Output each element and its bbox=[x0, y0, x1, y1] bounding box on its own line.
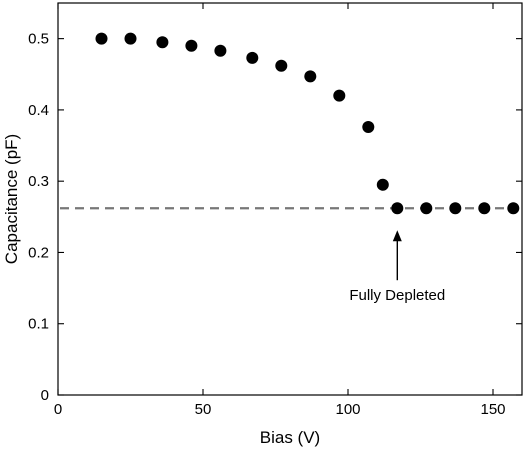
data-point bbox=[275, 59, 288, 72]
y-tick-label: 0.3 bbox=[28, 173, 49, 190]
data-point bbox=[304, 70, 317, 83]
data-point bbox=[362, 121, 375, 134]
data-point bbox=[507, 202, 520, 215]
plot-area-border bbox=[57, 2, 523, 396]
data-point bbox=[376, 178, 389, 191]
data-point bbox=[124, 32, 137, 45]
data-point bbox=[478, 202, 491, 215]
x-tick-label: 150 bbox=[480, 401, 505, 418]
axis-ticks: 0 50 100 150 0 0.1 0.2 0.3 0.4 0.5 bbox=[28, 3, 522, 418]
data-point bbox=[95, 32, 108, 45]
annotation-label: Fully Depleted bbox=[349, 287, 445, 304]
x-tick-label: 50 bbox=[195, 401, 212, 418]
data-points bbox=[95, 32, 520, 215]
y-tick-label: 0 bbox=[41, 387, 49, 404]
data-point bbox=[333, 89, 346, 102]
y-axis-label: Capacitance (pF) bbox=[2, 134, 21, 264]
y-tick-label: 0.4 bbox=[28, 102, 49, 119]
y-tick-label: 0.1 bbox=[28, 316, 49, 333]
data-point bbox=[246, 51, 259, 64]
annotations: Fully Depleted bbox=[349, 230, 445, 304]
data-point bbox=[185, 39, 198, 52]
x-axis-label: Bias (V) bbox=[260, 428, 320, 447]
x-tick-label: 0 bbox=[54, 401, 62, 418]
data-point bbox=[391, 202, 404, 215]
data-point bbox=[420, 202, 433, 215]
y-tick-label: 0.5 bbox=[28, 31, 49, 48]
y-tick-label: 0.2 bbox=[28, 244, 49, 261]
plot-frame bbox=[57, 2, 523, 396]
annotation-arrow-head bbox=[392, 230, 402, 242]
x-tick-label: 100 bbox=[335, 401, 360, 418]
data-point bbox=[214, 44, 227, 57]
data-point bbox=[156, 36, 169, 49]
data-point bbox=[449, 202, 462, 215]
